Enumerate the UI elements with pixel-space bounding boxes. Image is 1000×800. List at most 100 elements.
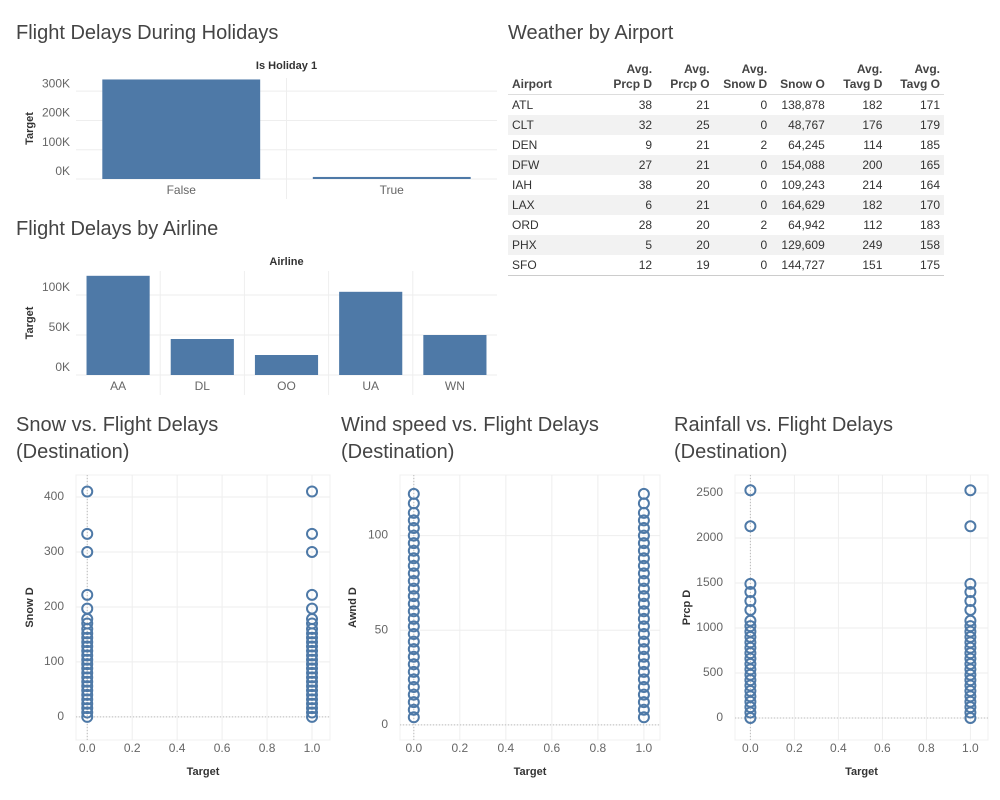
point xyxy=(306,644,319,657)
point xyxy=(407,635,420,648)
x-tick-label: True xyxy=(380,183,405,197)
point xyxy=(306,697,319,710)
table-cell: 48,767 xyxy=(771,115,829,135)
table-cell: 12 xyxy=(598,255,657,276)
x-axis-label: Target xyxy=(845,766,878,778)
point xyxy=(306,653,319,666)
point xyxy=(637,650,650,663)
point xyxy=(407,537,420,550)
table-cell: 0 xyxy=(713,195,772,215)
x-tick-label: 0.8 xyxy=(918,741,935,755)
table-row: CLT 32 25 0 48,767 176 179 xyxy=(508,115,944,135)
point xyxy=(744,620,757,633)
point xyxy=(637,582,650,595)
table-cell: SFO xyxy=(508,255,599,276)
table-cell: 38 xyxy=(638,98,653,112)
x-tick-label: 0.2 xyxy=(786,741,803,755)
table-cell: 164 xyxy=(919,178,940,192)
table-cell: 109,243 xyxy=(781,178,825,192)
bar xyxy=(339,291,403,375)
point xyxy=(637,567,650,580)
table-cell: 20 xyxy=(696,178,710,192)
point xyxy=(407,514,420,527)
column-header: Avg. Tavg O xyxy=(886,62,944,95)
table-cell: 165 xyxy=(886,155,944,175)
table-cell: 20 xyxy=(696,218,710,232)
table-cell: 9 xyxy=(645,138,653,152)
point xyxy=(81,675,94,688)
point xyxy=(964,577,977,590)
table-cell: 200 xyxy=(828,155,887,175)
table-cell: 182 xyxy=(862,98,883,112)
table-cell: DFW xyxy=(508,155,599,175)
table-cell: 171 xyxy=(919,98,940,112)
point xyxy=(407,582,420,595)
point xyxy=(306,545,319,558)
point xyxy=(637,605,650,618)
point xyxy=(81,710,94,723)
y-tick-label: 200K xyxy=(42,106,70,120)
point xyxy=(407,590,420,603)
table-cell: 21 xyxy=(696,138,710,152)
x-tick-label: 0.4 xyxy=(830,741,847,755)
point xyxy=(81,527,94,540)
table-cell: 64,245 xyxy=(788,138,825,152)
table-cell: LAX xyxy=(508,195,599,215)
x-tick-label: 0.0 xyxy=(405,741,422,755)
table-cell: 2 xyxy=(760,218,768,232)
table-cell: 249 xyxy=(828,235,887,255)
y-tick-label: 300K xyxy=(42,76,70,90)
point xyxy=(407,711,420,724)
point xyxy=(407,567,420,580)
point xyxy=(637,665,650,678)
table-cell: 20 xyxy=(656,235,714,255)
chart-title: Weather by Airport xyxy=(508,22,674,44)
point xyxy=(306,588,319,601)
table-cell: 144,727 xyxy=(771,255,829,276)
x-tick-label: 0.6 xyxy=(874,741,891,755)
y-tick-label: 400 xyxy=(44,489,64,503)
point xyxy=(81,640,94,653)
point xyxy=(637,597,650,610)
point xyxy=(306,658,319,671)
point xyxy=(637,514,650,527)
point xyxy=(637,590,650,603)
table-cell: 27 xyxy=(598,155,657,175)
chart-title: Snow vs. Flight Delays (Destination) xyxy=(16,414,219,463)
y-axis-label: Target xyxy=(24,306,36,339)
point xyxy=(306,675,319,688)
y-tick-label: 0 xyxy=(716,710,723,724)
y-tick-label: 500 xyxy=(703,665,723,679)
y-tick-label: 100 xyxy=(368,528,388,542)
point xyxy=(637,620,650,633)
table-cell: 21 xyxy=(656,195,714,215)
column-header: Snow O xyxy=(771,62,829,95)
table-header: Airport Avg. Prcp D Avg. Prcp O Avg. Snow D… xyxy=(508,62,944,95)
point xyxy=(407,628,420,640)
point xyxy=(637,612,650,625)
point xyxy=(637,559,650,572)
point xyxy=(306,684,319,697)
point xyxy=(407,673,420,686)
table-cell: 0 xyxy=(713,255,772,276)
chart-title: Flight Delays by Airline xyxy=(16,218,219,240)
table-cell: 21 xyxy=(656,155,714,175)
point xyxy=(407,665,420,678)
table-cell: 2 xyxy=(760,138,768,152)
x-axis-label: Target xyxy=(514,766,547,778)
table-cell: 6 xyxy=(598,195,657,215)
table-cell: 112 xyxy=(863,218,883,232)
point xyxy=(81,706,94,719)
y-tick-label: 1000 xyxy=(696,620,723,634)
point xyxy=(964,603,977,616)
point xyxy=(407,559,420,572)
point xyxy=(81,636,94,649)
point xyxy=(964,484,977,497)
point xyxy=(81,688,94,701)
table-cell: 182 xyxy=(828,195,887,215)
y-axis-label: Awnd D xyxy=(347,587,359,628)
y-tick-label: 100K xyxy=(42,135,70,149)
point xyxy=(964,594,977,607)
table-row: SFO 12 19 0 144,727 151 175 xyxy=(508,255,944,276)
